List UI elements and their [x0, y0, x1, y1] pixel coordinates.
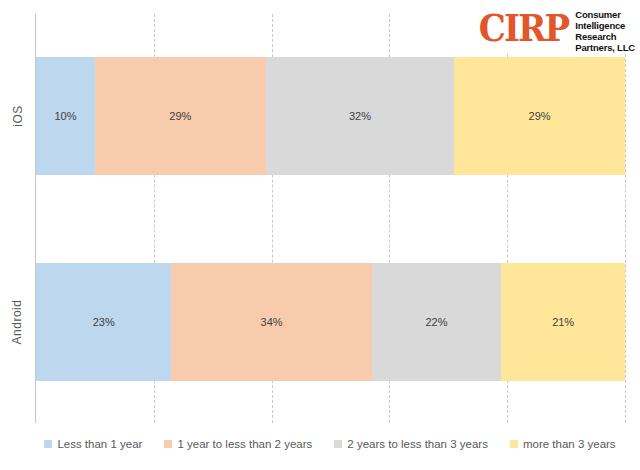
plot-area: 10% 29% 32% 29% 23% 34% 22% 21% [35, 14, 625, 423]
segment-android-1-year-to-less-than-2-years: 34% [171, 263, 371, 381]
segment-value-label: 22% [425, 316, 447, 328]
legend-item-2-years-to-less-than-3-years: 2 years to less than 3 years [334, 438, 488, 450]
segment-ios-1-year-to-less-than-2-years: 29% [95, 57, 266, 175]
company-text-line: Research [575, 31, 635, 42]
legend-label: 2 years to less than 3 years [347, 438, 488, 450]
segment-value-label: 10% [54, 110, 76, 122]
segment-value-label: 23% [93, 316, 115, 328]
segment-value-label: 34% [261, 316, 283, 328]
cirp-logo-wordmark: CIRP [479, 6, 569, 50]
bar-ios: 10% 29% 32% 29% [36, 57, 625, 175]
legend-swatch [334, 440, 342, 448]
segment-value-label: 21% [552, 316, 574, 328]
cirp-logo: CIRP ConsumerIntelligenceResearchPartner… [467, 6, 635, 53]
chart-canvas: CIRP ConsumerIntelligenceResearchPartner… [0, 0, 640, 470]
category-label-text: iOS [10, 105, 24, 127]
segment-ios-2-years-to-less-than-3-years: 32% [266, 57, 454, 175]
gridline-100pct [625, 14, 626, 423]
legend-swatch [164, 440, 172, 448]
cirp-logo-company-text: ConsumerIntelligenceResearchPartners, LL… [575, 6, 635, 53]
category-label-text: Android [11, 300, 25, 345]
company-text-line: Consumer [575, 9, 635, 20]
segment-ios-more-than-3-years: 29% [454, 57, 625, 175]
segment-android-more-than-3-years: 21% [501, 263, 625, 381]
legend-label: more than 3 years [523, 438, 616, 450]
segment-value-label: 32% [349, 110, 371, 122]
category-label-ios: iOS [0, 57, 35, 175]
category-label-android: Android [0, 263, 35, 381]
segment-value-label: 29% [169, 110, 191, 122]
legend-item-less-than-1-year: Less than 1 year [44, 438, 142, 450]
legend: Less than 1 year 1 year to less than 2 ye… [35, 438, 625, 450]
bar-android: 23% 34% 22% 21% [36, 263, 625, 381]
legend-swatch [44, 440, 52, 448]
legend-item-1-year-to-less-than-2-years: 1 year to less than 2 years [164, 438, 312, 450]
legend-label: 1 year to less than 2 years [177, 438, 312, 450]
segment-android-less-than-1-year: 23% [36, 263, 171, 381]
legend-swatch [510, 440, 518, 448]
segment-value-label: 29% [529, 110, 551, 122]
segment-ios-less-than-1-year: 10% [36, 57, 95, 175]
segment-android-2-years-to-less-than-3-years: 22% [372, 263, 502, 381]
company-text-line: Intelligence [575, 20, 635, 31]
legend-label: Less than 1 year [57, 438, 142, 450]
company-text-line: Partners, LLC [575, 42, 635, 53]
legend-item-more-than-3-years: more than 3 years [510, 438, 616, 450]
